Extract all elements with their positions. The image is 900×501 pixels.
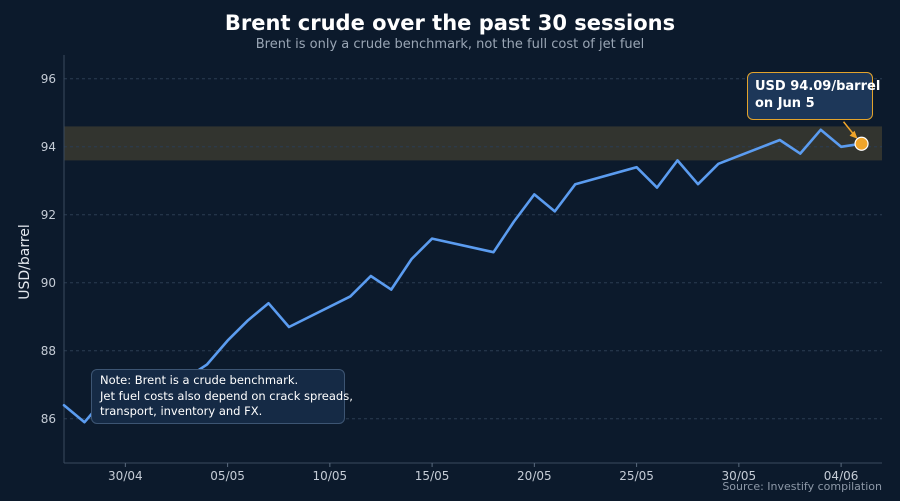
x-tick-label-25-05: 25/05 [619,469,654,483]
x-tick-label-10-05: 10/05 [313,469,348,483]
band-layer [64,126,882,161]
source-note: Source: Investify compilation [722,480,882,493]
y-tick-label-92: 92 [41,208,56,222]
y-tick-label-90: 90 [41,276,56,290]
callout-value: USD 94.09/barrel [755,79,881,94]
y-axis-label: USD/barrel [17,224,33,300]
note-line-1: Note: Brent is a crude benchmark. [100,373,299,387]
chart-title: Brent crude over the past 30 sessions [224,11,676,35]
axis-layer [63,55,882,467]
callout-arrow-head [849,130,858,139]
y-tick-label-96: 96 [41,72,56,86]
latest-value-marker [854,136,869,151]
grid-layer [64,78,882,420]
note-line-2: Jet fuel costs also depend on crack spre… [100,388,353,403]
x-tick-labels: 30/04 05/05 10/05 15/05 20/05 25/05 30/05 04/06 [108,469,858,483]
chart-subtitle: Brent is only a crude benchmark, not the… [255,37,645,52]
target-band [64,126,882,161]
y-tick-label-86: 86 [41,412,56,426]
x-tick-label-30-04: 30/04 [108,469,143,483]
x-tick-label-20-05: 20/05 [517,469,552,483]
x-tick-label-04-06: 04/06 [824,469,859,483]
y-tick-label-88: 88 [41,344,56,358]
highlight-layer [842,121,869,151]
x-tick-label-30-05: 30/05 [722,469,757,483]
y-tick-labels: 86 88 90 92 94 96 [41,72,56,426]
y-tick-label-94: 94 [41,140,56,154]
x-tick-label-15-05: 15/05 [415,469,450,483]
latest-value-callout: USD 94.09/barrel on Jun 5 [747,72,881,120]
note-annotation: Note: Brent is a crude benchmark. Jet fu… [91,369,353,424]
callout-date: on Jun 5 [755,96,815,111]
x-tick-label-05-05: 05/05 [210,469,245,483]
note-line-3: transport, inventory and FX. [100,404,263,418]
